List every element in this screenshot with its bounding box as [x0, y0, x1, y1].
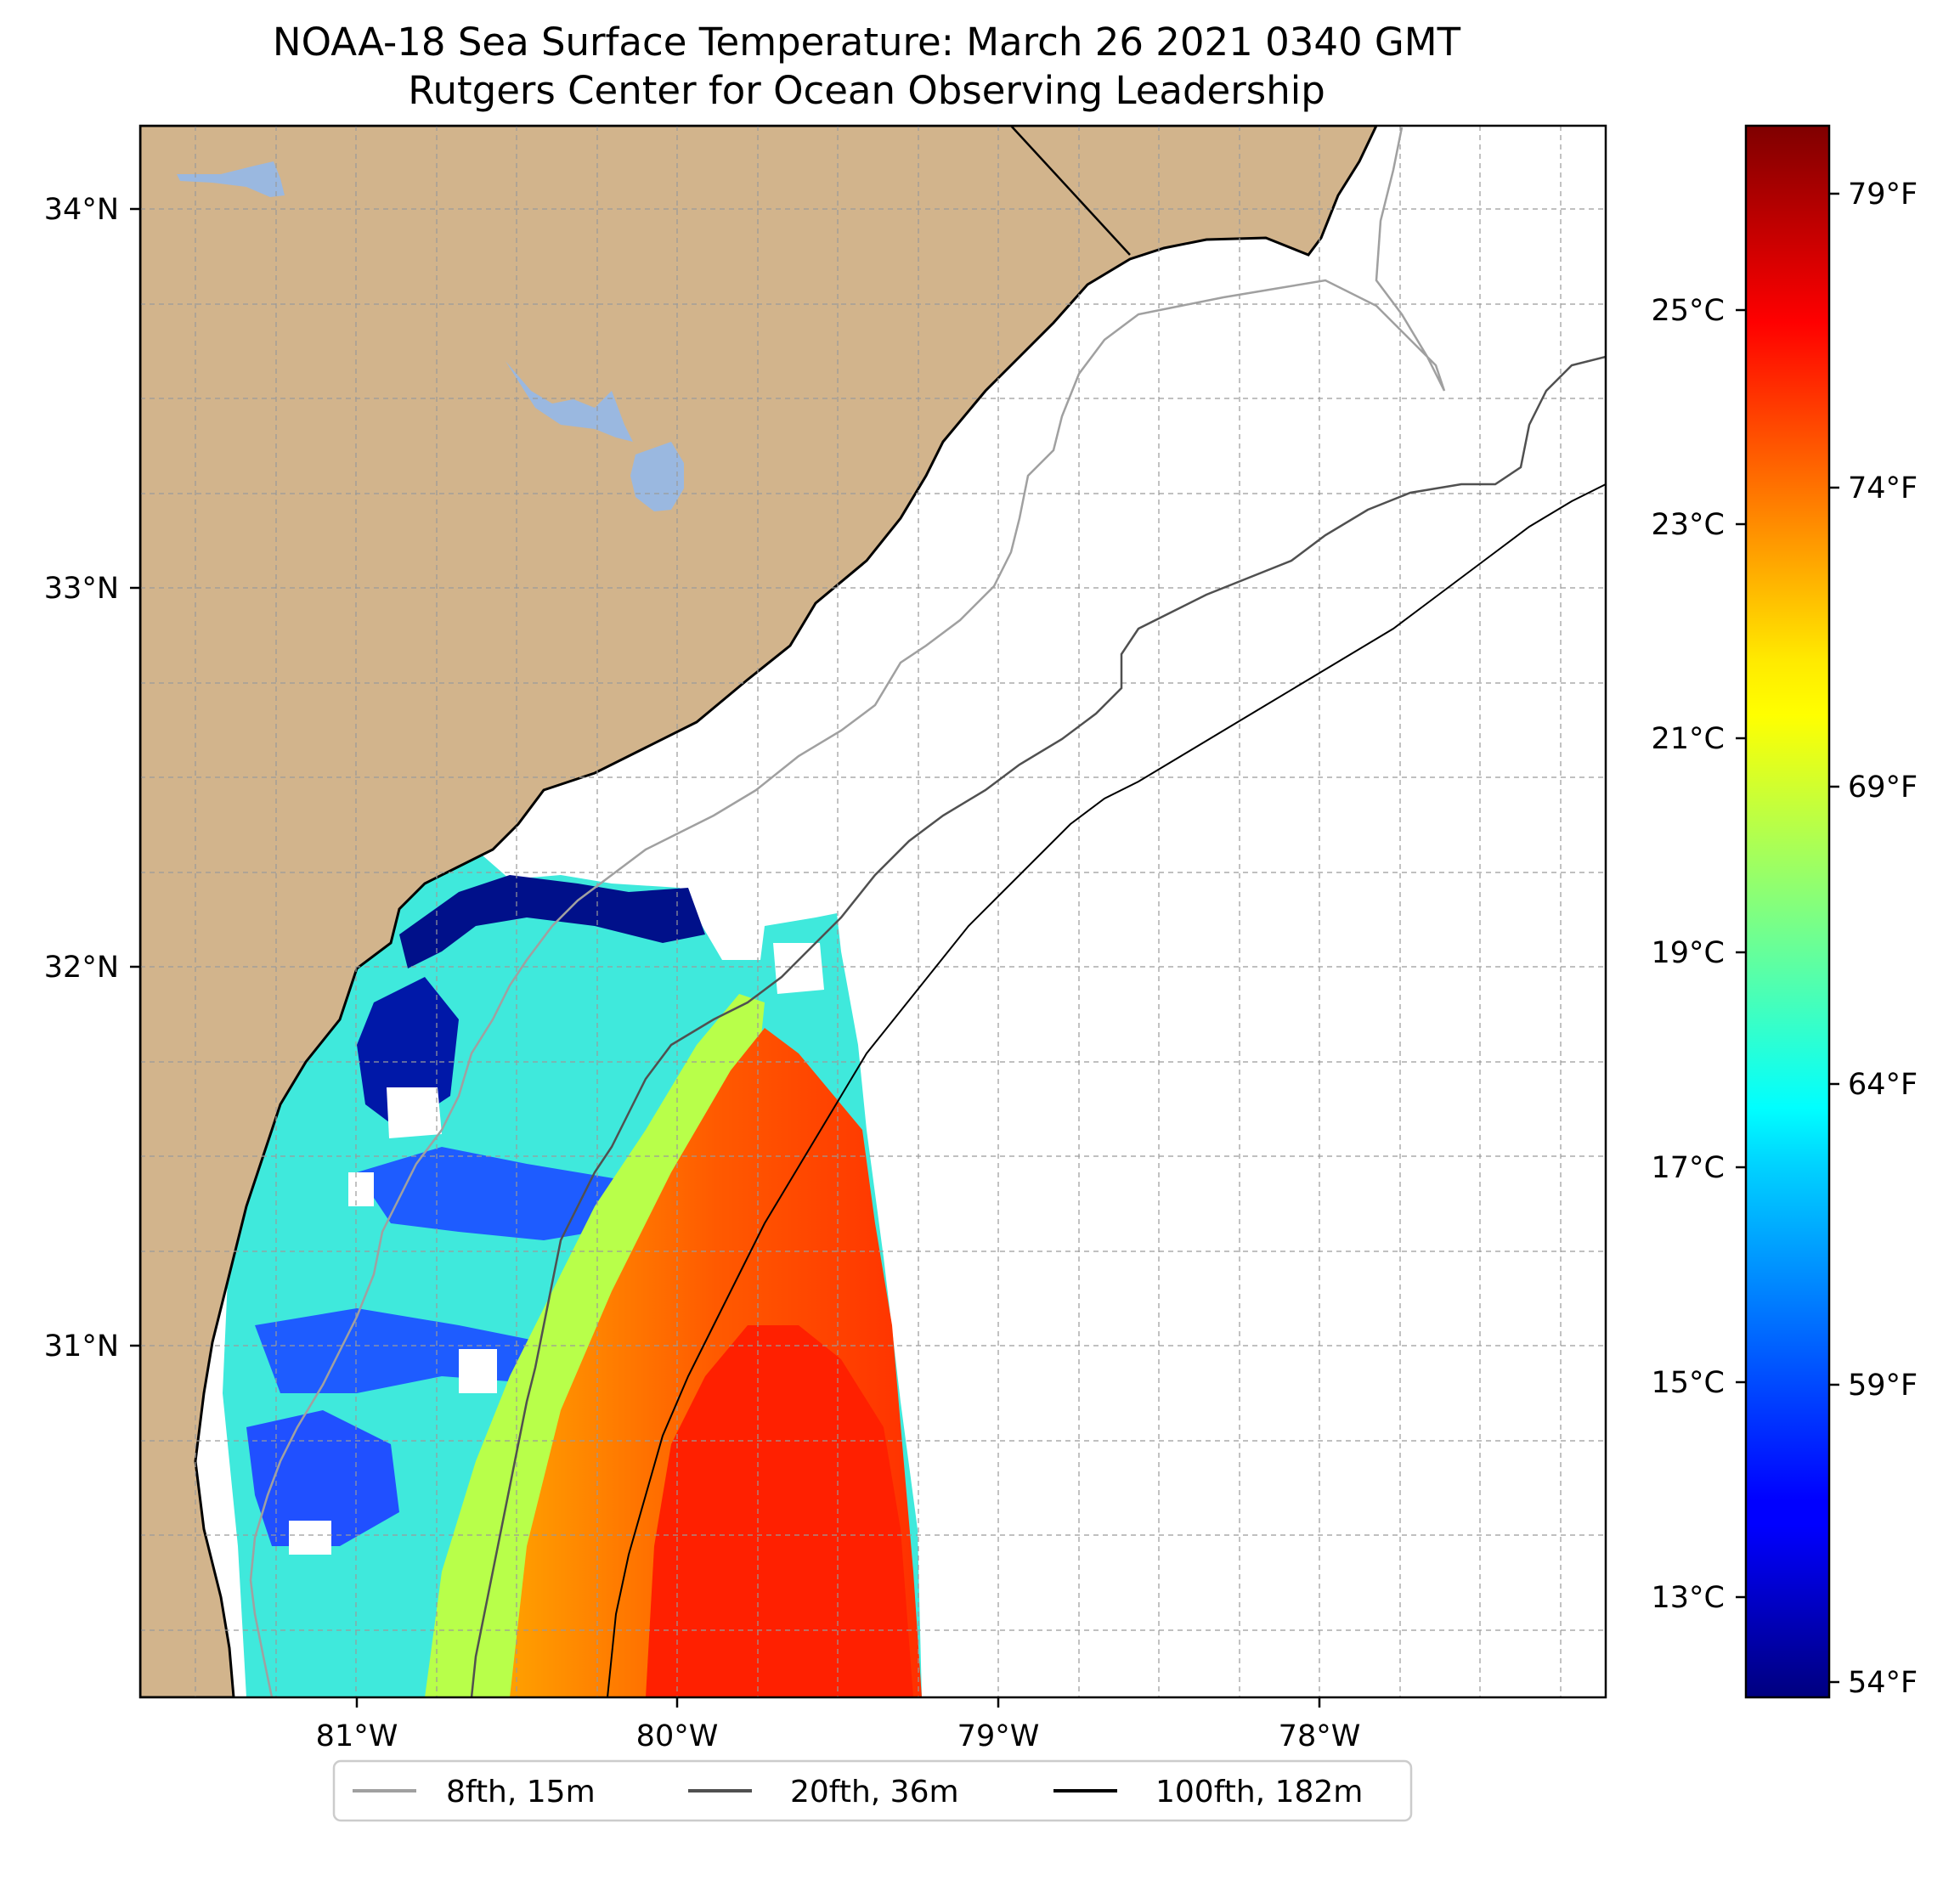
state-border: [1010, 126, 1131, 256]
sst-cold-patch-north: [399, 875, 705, 968]
fahrenheit-tick-label: 54°F: [1848, 1666, 1918, 1700]
sst-cloud-gap: [773, 943, 824, 994]
colorbar: 25°C 23°C 21°C 19°C 17°C 15°C 13°C 79°F …: [1652, 124, 1918, 1700]
lon-tick-label: 81°W: [316, 1719, 398, 1753]
sst-cloud-gap: [348, 1172, 374, 1206]
lake-marion: [506, 361, 633, 442]
colorbar-gradient: [1744, 124, 1831, 1699]
fahrenheit-tick-label: 59°F: [1848, 1369, 1918, 1403]
legend-label: 20fth, 36m: [790, 1775, 959, 1809]
fahrenheit-tick-label: 64°F: [1848, 1068, 1918, 1102]
lat-tick-label: 33°N: [44, 572, 119, 606]
celsius-tick-label: 21°C: [1652, 722, 1725, 756]
lon-axis: 81°W 80°W 79°W 78°W: [316, 1697, 1361, 1753]
isobath-8fth-15m: [249, 127, 1446, 1697]
sst-cloud-gap: [289, 1521, 331, 1555]
fahrenheit-tick-label: 69°F: [1848, 771, 1918, 805]
celsius-tick-label: 15°C: [1652, 1366, 1725, 1400]
map-area: [138, 124, 1607, 1699]
lat-tick-label: 32°N: [44, 951, 119, 985]
lon-tick-label: 79°W: [957, 1719, 1040, 1753]
chart-title: NOAA-18 Sea Surface Temperature: March 2…: [273, 20, 1461, 65]
isobath-100fth-182m: [607, 483, 1606, 1697]
map-frame: [138, 124, 1607, 1699]
isobath-legend: 8fth, 15m 20fth, 36m 100fth, 182m: [332, 1759, 1413, 1822]
land-mass: [140, 126, 1378, 1697]
lon-tick-label: 80°W: [636, 1719, 719, 1753]
celsius-tick-label: 17°C: [1652, 1151, 1725, 1185]
celsius-tick-label: 23°C: [1652, 508, 1725, 542]
lat-tick-label: 31°N: [44, 1330, 119, 1363]
fahrenheit-tick-label: 74°F: [1848, 471, 1918, 505]
sst-cloud-gap: [459, 1349, 497, 1393]
sst-blue-patch-sw: [246, 1410, 399, 1546]
chart-subtitle: Rutgers Center for Ocean Observing Leade…: [408, 68, 1325, 113]
legend-box: [332, 1759, 1413, 1822]
sst-cloud-gap: [387, 1087, 442, 1138]
legend-label: 100fth, 182m: [1155, 1775, 1363, 1809]
fahrenheit-tick-label: 79°F: [1848, 178, 1918, 212]
lake-north: [177, 161, 285, 197]
isobath-20fth-36m: [470, 355, 1606, 1697]
sst-hot-core: [646, 1325, 913, 1697]
celsius-tick-label: 25°C: [1652, 294, 1725, 328]
celsius-tick-label: 13°C: [1652, 1581, 1725, 1615]
gridlines: [140, 126, 1606, 1697]
lat-tick-label: 34°N: [44, 193, 119, 227]
celsius-tick-label: 19°C: [1652, 936, 1725, 970]
sst-data-layer: [223, 850, 922, 1697]
lat-axis: 34°N 33°N 32°N 31°N: [44, 193, 140, 1363]
lake-moultrie: [630, 442, 684, 511]
legend-label: 8fth, 15m: [446, 1775, 596, 1809]
lon-tick-label: 78°W: [1279, 1719, 1361, 1753]
